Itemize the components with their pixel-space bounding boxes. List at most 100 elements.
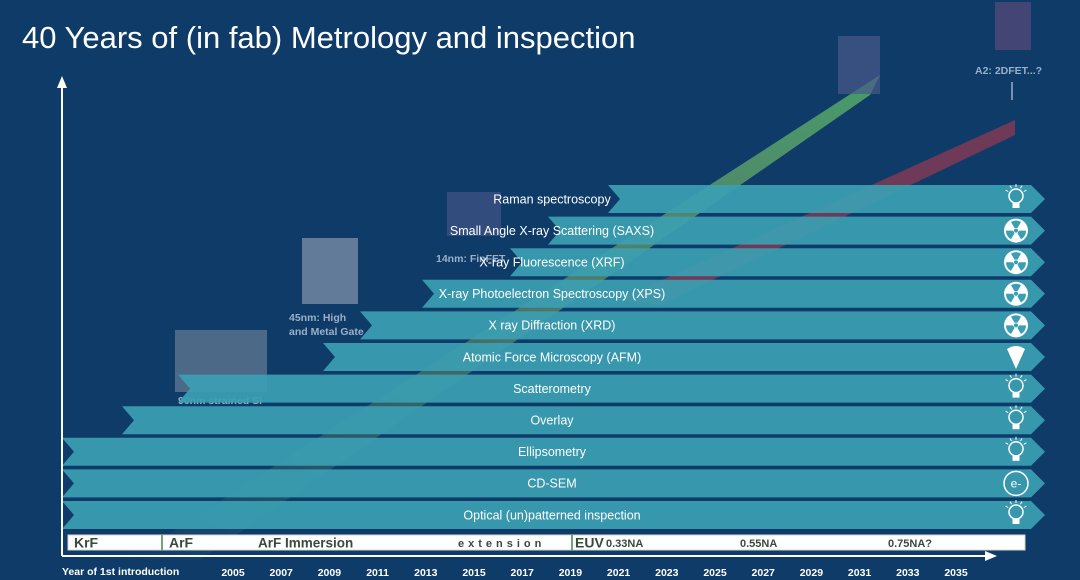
icon-blade (1006, 325, 1015, 335)
band-icon (1004, 313, 1028, 338)
icon-ray (1009, 438, 1012, 442)
year-label: 2017 (511, 567, 535, 579)
litho-label: EUV (575, 535, 604, 551)
litho-label: extension (458, 538, 545, 550)
year-label: 2015 (462, 567, 486, 579)
band-arrow (62, 437, 1045, 466)
band-arrow (323, 343, 1045, 371)
band-arrow (122, 406, 1045, 435)
band-icon (1005, 436, 1027, 461)
icon-ray (1023, 379, 1027, 382)
axis-arrow (57, 76, 67, 88)
band-arrow (62, 501, 1045, 529)
band-arrow (360, 311, 1045, 340)
year-label: 2013 (414, 567, 438, 579)
annotation: A2: 2DFET...? (975, 65, 1042, 77)
icon-ray (1009, 501, 1012, 505)
icon-base (1012, 519, 1020, 524)
band-arrow (548, 216, 1045, 245)
device-icon (995, 2, 1031, 50)
year-label: 2031 (848, 567, 872, 579)
band-arrow (510, 248, 1045, 277)
device-icon (302, 238, 358, 304)
icon-ray (1009, 185, 1012, 189)
band-label: Atomic Force Microscopy (AFM) (463, 350, 642, 364)
icon-blade (1017, 262, 1026, 271)
band-icon (1005, 184, 1027, 208)
band: Scatterometry (178, 373, 1045, 403)
band-label: X-ray Photoelectron Spectroscopy (XPS) (439, 287, 666, 301)
icon-base (1012, 392, 1020, 398)
band-arrow (608, 185, 1045, 213)
icon-base (1012, 203, 1020, 208)
litho-label: KrF (74, 535, 99, 551)
icon-ray (1023, 410, 1027, 414)
litho-bar (67, 534, 1026, 551)
band: Optical (un)patterned inspection (62, 500, 1045, 529)
band-label: Ellipsometry (518, 445, 587, 459)
band-arrow (62, 469, 1045, 498)
year-label: 2033 (896, 567, 920, 579)
band-icon (1007, 346, 1025, 369)
icon-ray (1009, 406, 1012, 410)
band: Overlay (122, 405, 1045, 435)
band-icon (1004, 250, 1028, 275)
icon-blade (1017, 325, 1026, 335)
band: Raman spectroscopy (493, 184, 1045, 213)
icon-dot (1014, 228, 1018, 233)
icon-blade (1017, 230, 1026, 240)
annotation: 14nm: FinFET (436, 253, 506, 265)
litho-label: 0.33NA (606, 538, 643, 550)
band-arrow (422, 279, 1045, 308)
icon-ray (1009, 374, 1012, 379)
band: X ray Diffraction (XRD) (360, 311, 1045, 340)
icon-blade (1006, 262, 1015, 271)
band-icon (1005, 405, 1027, 430)
icon-ray (1005, 505, 1009, 508)
litho-label: ArF Immersion (258, 536, 353, 551)
band: Small Angle X-ray Scattering (SAXS) (450, 216, 1045, 245)
year-label: 2009 (318, 567, 342, 579)
icon-base (1012, 455, 1020, 461)
band-label: Overlay (530, 413, 574, 427)
year-label: 2029 (800, 567, 824, 579)
year-label: 2011 (366, 567, 389, 579)
icon-ray (1005, 410, 1009, 414)
icon-base (1012, 424, 1020, 430)
icon-ray (1020, 185, 1023, 189)
year-label: 2035 (944, 567, 968, 579)
icon-ray (1023, 505, 1027, 508)
icon-ray (1020, 438, 1023, 442)
band-label: CD-SEM (527, 477, 576, 491)
year-label: 2005 (221, 567, 245, 579)
year-label: 2023 (655, 567, 679, 579)
band-label: X ray Diffraction (XRD) (489, 319, 616, 333)
band: CD-SEM e- (62, 469, 1045, 498)
band: Atomic Force Microscopy (AFM) (323, 343, 1045, 371)
band-icon (1004, 218, 1028, 243)
year-label: 2021 (607, 567, 631, 579)
icon-blade (1017, 293, 1026, 303)
year-label: 2025 (703, 567, 727, 579)
litho-label: 0.55NA (740, 538, 777, 550)
icon-circle (1003, 470, 1029, 497)
band: X-ray Fluorescence (XRF) (479, 248, 1045, 277)
icon-dot (1014, 291, 1018, 296)
year-label: 2027 (752, 567, 776, 579)
icon-ray (1020, 374, 1023, 379)
title: 40 Years of (in fab) Metrology and inspe… (22, 20, 636, 55)
device-icon (838, 36, 880, 94)
icon-dot (1014, 323, 1018, 328)
band-icon (1005, 373, 1027, 398)
annotation: and Metal Gate (289, 326, 364, 338)
year-label: 2007 (270, 567, 294, 579)
icon-blade (1011, 220, 1021, 229)
band-label: Optical (un)patterned inspection (463, 508, 640, 522)
band-label: Scatterometry (513, 382, 592, 396)
band-icon (1004, 281, 1028, 306)
axis-label: Year of 1st introduction (62, 566, 179, 578)
icon-label: e- (1011, 477, 1022, 491)
band: X-ray Photoelectron Spectroscopy (XPS) (422, 279, 1045, 308)
